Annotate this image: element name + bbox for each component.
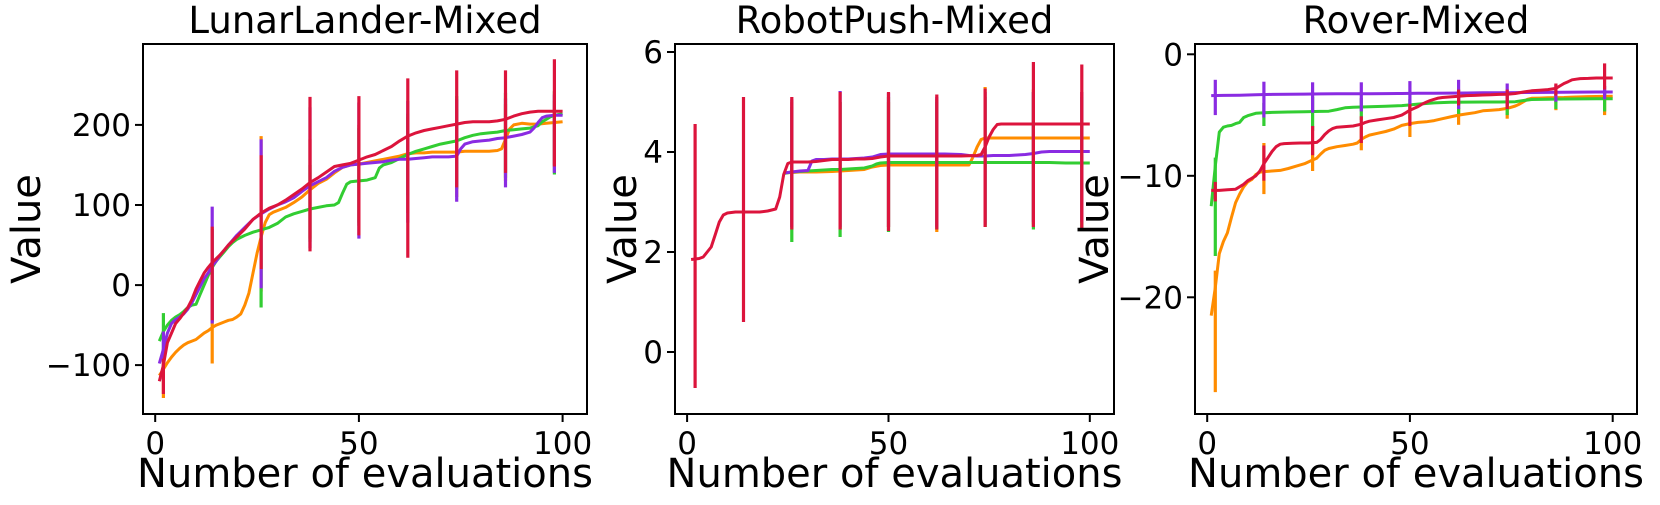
y-tick-label: 4 <box>643 135 663 171</box>
series-red <box>157 59 563 394</box>
y-tick-label: 0 <box>1163 37 1183 73</box>
series-red <box>690 62 1090 388</box>
x-tick-label: 0 <box>145 426 165 462</box>
y-tick-label: 6 <box>643 35 663 71</box>
series-line-red <box>690 122 1090 261</box>
series-line-green <box>157 112 563 342</box>
y-axis-label: Value <box>600 174 646 284</box>
series-green <box>1209 90 1613 256</box>
series-line-red <box>1211 76 1613 192</box>
chart-rover-mixed: 0 50 100 0 −10 −20 Rover-Mixed Number of evalua… <box>1072 0 1644 497</box>
y-tick-label: 200 <box>72 108 131 144</box>
y-tick-label: 0 <box>111 268 131 304</box>
y-tick-label: 0 <box>643 335 663 371</box>
chart-title: LunarLander-Mixed <box>188 0 541 42</box>
series-green <box>157 91 563 358</box>
y-tick-label: 100 <box>72 188 131 224</box>
series-line-green <box>1209 97 1613 207</box>
y-tick-label: 2 <box>643 235 663 271</box>
series-line-purple <box>1211 90 1613 98</box>
chart-lunarlander-mixed: 0 50 100 200 100 0 −100 LunarLander-Mixed Number… <box>4 0 593 497</box>
plot-frame <box>674 43 1115 415</box>
series-line-orange <box>1209 94 1613 316</box>
y-axis-label: Value <box>1072 174 1118 284</box>
x-tick-label: 0 <box>677 426 697 462</box>
x-tick-label: 0 <box>1197 426 1217 462</box>
chart-title: RobotPush-Mixed <box>736 0 1054 42</box>
y-axis-label: Value <box>4 174 50 284</box>
series-orange <box>1209 89 1613 393</box>
x-tick-label: 50 <box>1390 426 1429 462</box>
y-tick-label: −20 <box>1118 280 1183 316</box>
series-line-purple <box>157 113 563 364</box>
y-tick-label: −100 <box>46 348 131 384</box>
chart-robotpush-mixed: 0 50 100 6 4 2 0 RobotPush-Mixed Number of evalu… <box>600 0 1122 497</box>
x-tick-label: 50 <box>339 426 378 462</box>
series-orange <box>158 100 563 398</box>
plot-frame <box>1194 43 1638 415</box>
plot-frame <box>142 43 588 415</box>
x-tick-label: 100 <box>533 426 592 462</box>
series-line-green <box>783 161 1090 175</box>
series-red <box>1211 63 1613 202</box>
x-tick-label: 50 <box>869 426 908 462</box>
x-tick-label: 100 <box>1060 426 1119 462</box>
x-axis-label: Number of evaluations <box>667 451 1123 497</box>
chart-title: Rover-Mixed <box>1303 0 1530 42</box>
x-axis-label: Number of evaluations <box>1188 451 1644 497</box>
x-tick-label: 100 <box>1583 426 1642 462</box>
series-purple <box>157 94 563 382</box>
series-line-red <box>157 109 563 382</box>
y-tick-label: −10 <box>1118 159 1183 195</box>
x-axis-label: Number of evaluations <box>137 451 593 497</box>
